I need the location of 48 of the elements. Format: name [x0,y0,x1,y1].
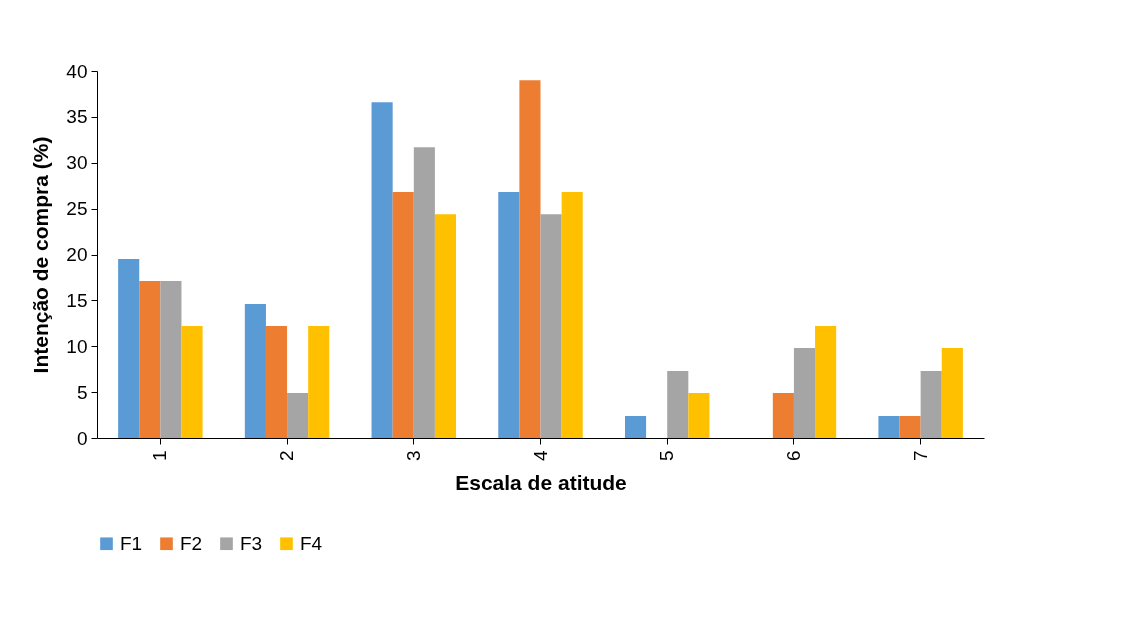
bar [118,259,140,438]
bar [498,192,520,438]
bar [371,102,393,438]
bar [519,80,541,438]
x-tick-label: 3 [402,450,424,462]
x-tick-label: 6 [782,450,804,462]
bar [920,371,942,438]
x-tick-label: 7 [909,450,931,462]
bar [624,415,647,438]
bar [265,326,288,438]
legend-label: F4 [300,532,323,554]
bar [667,371,689,438]
bar [392,192,414,438]
bar [772,393,794,438]
y-tick-label: 15 [66,289,88,311]
bar [160,281,182,438]
y-tick-label: 35 [66,106,88,128]
y-tick-label: 5 [76,381,88,403]
y-tick-label: 40 [66,60,88,82]
bar [561,192,583,438]
bar [434,214,457,438]
x-tick-label: 4 [529,450,551,462]
bar [308,326,330,438]
bar [793,348,816,438]
bar [181,326,203,438]
bar [139,281,161,438]
y-tick-label: 25 [66,198,88,220]
bar [688,393,710,438]
bar [899,415,921,438]
legend-label: F1 [120,532,143,554]
bar [540,214,562,438]
bar [244,304,266,438]
legend-label: F3 [240,532,263,554]
x-axis-title: Escala de atitude [455,471,627,495]
bar [287,393,309,438]
legend-label: F2 [180,532,203,554]
y-tick-label: 10 [66,335,88,357]
bar [815,326,837,438]
x-tick-label: 2 [276,450,298,462]
y-tick-label: 30 [66,152,88,174]
bar [878,415,900,438]
x-tick-label: 1 [149,450,171,462]
y-tick-label: 20 [66,244,88,265]
y-axis-title: Intenção de compra (%) [29,136,53,374]
y-tick-label: 0 [76,427,88,449]
x-tick-label: 5 [656,450,678,462]
bar [413,147,435,438]
bar [941,348,963,438]
